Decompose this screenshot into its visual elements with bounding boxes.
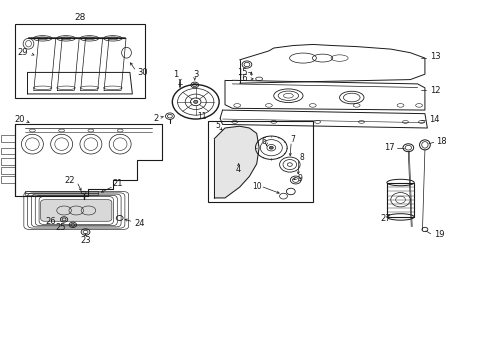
Text: 10: 10: [251, 181, 261, 190]
Text: 13: 13: [429, 53, 440, 62]
Text: 14: 14: [428, 114, 438, 123]
Text: 8: 8: [299, 153, 304, 162]
Text: 6: 6: [261, 137, 266, 146]
Text: 12: 12: [429, 86, 439, 95]
Text: 25: 25: [55, 223, 65, 232]
Ellipse shape: [269, 146, 273, 149]
Text: 15: 15: [237, 68, 247, 77]
Text: 5: 5: [215, 121, 220, 130]
Text: 17: 17: [383, 143, 394, 152]
Text: 26: 26: [45, 217, 56, 226]
Polygon shape: [214, 126, 259, 198]
Bar: [207, 121, 312, 202]
Text: 7: 7: [289, 135, 294, 144]
Text: 24: 24: [134, 219, 144, 228]
Text: 1: 1: [172, 70, 178, 79]
Text: 30: 30: [137, 68, 147, 77]
Text: 19: 19: [433, 230, 443, 239]
Text: 4: 4: [236, 166, 241, 175]
Text: 18: 18: [435, 137, 446, 146]
Ellipse shape: [193, 100, 198, 103]
Text: 20: 20: [14, 115, 25, 124]
Text: 29: 29: [18, 48, 28, 57]
FancyBboxPatch shape: [41, 200, 112, 221]
Text: 9: 9: [297, 174, 302, 183]
Text: 21: 21: [112, 179, 122, 188]
Text: 2: 2: [153, 114, 158, 123]
Bar: [15, 24, 144, 98]
Text: 3: 3: [193, 70, 198, 79]
Bar: [386, 183, 413, 217]
Text: 28: 28: [74, 13, 86, 22]
Text: 22: 22: [64, 176, 75, 185]
Text: 11: 11: [197, 112, 206, 121]
Text: 27: 27: [380, 214, 390, 223]
Text: 16: 16: [236, 75, 247, 84]
Text: 23: 23: [80, 237, 91, 246]
